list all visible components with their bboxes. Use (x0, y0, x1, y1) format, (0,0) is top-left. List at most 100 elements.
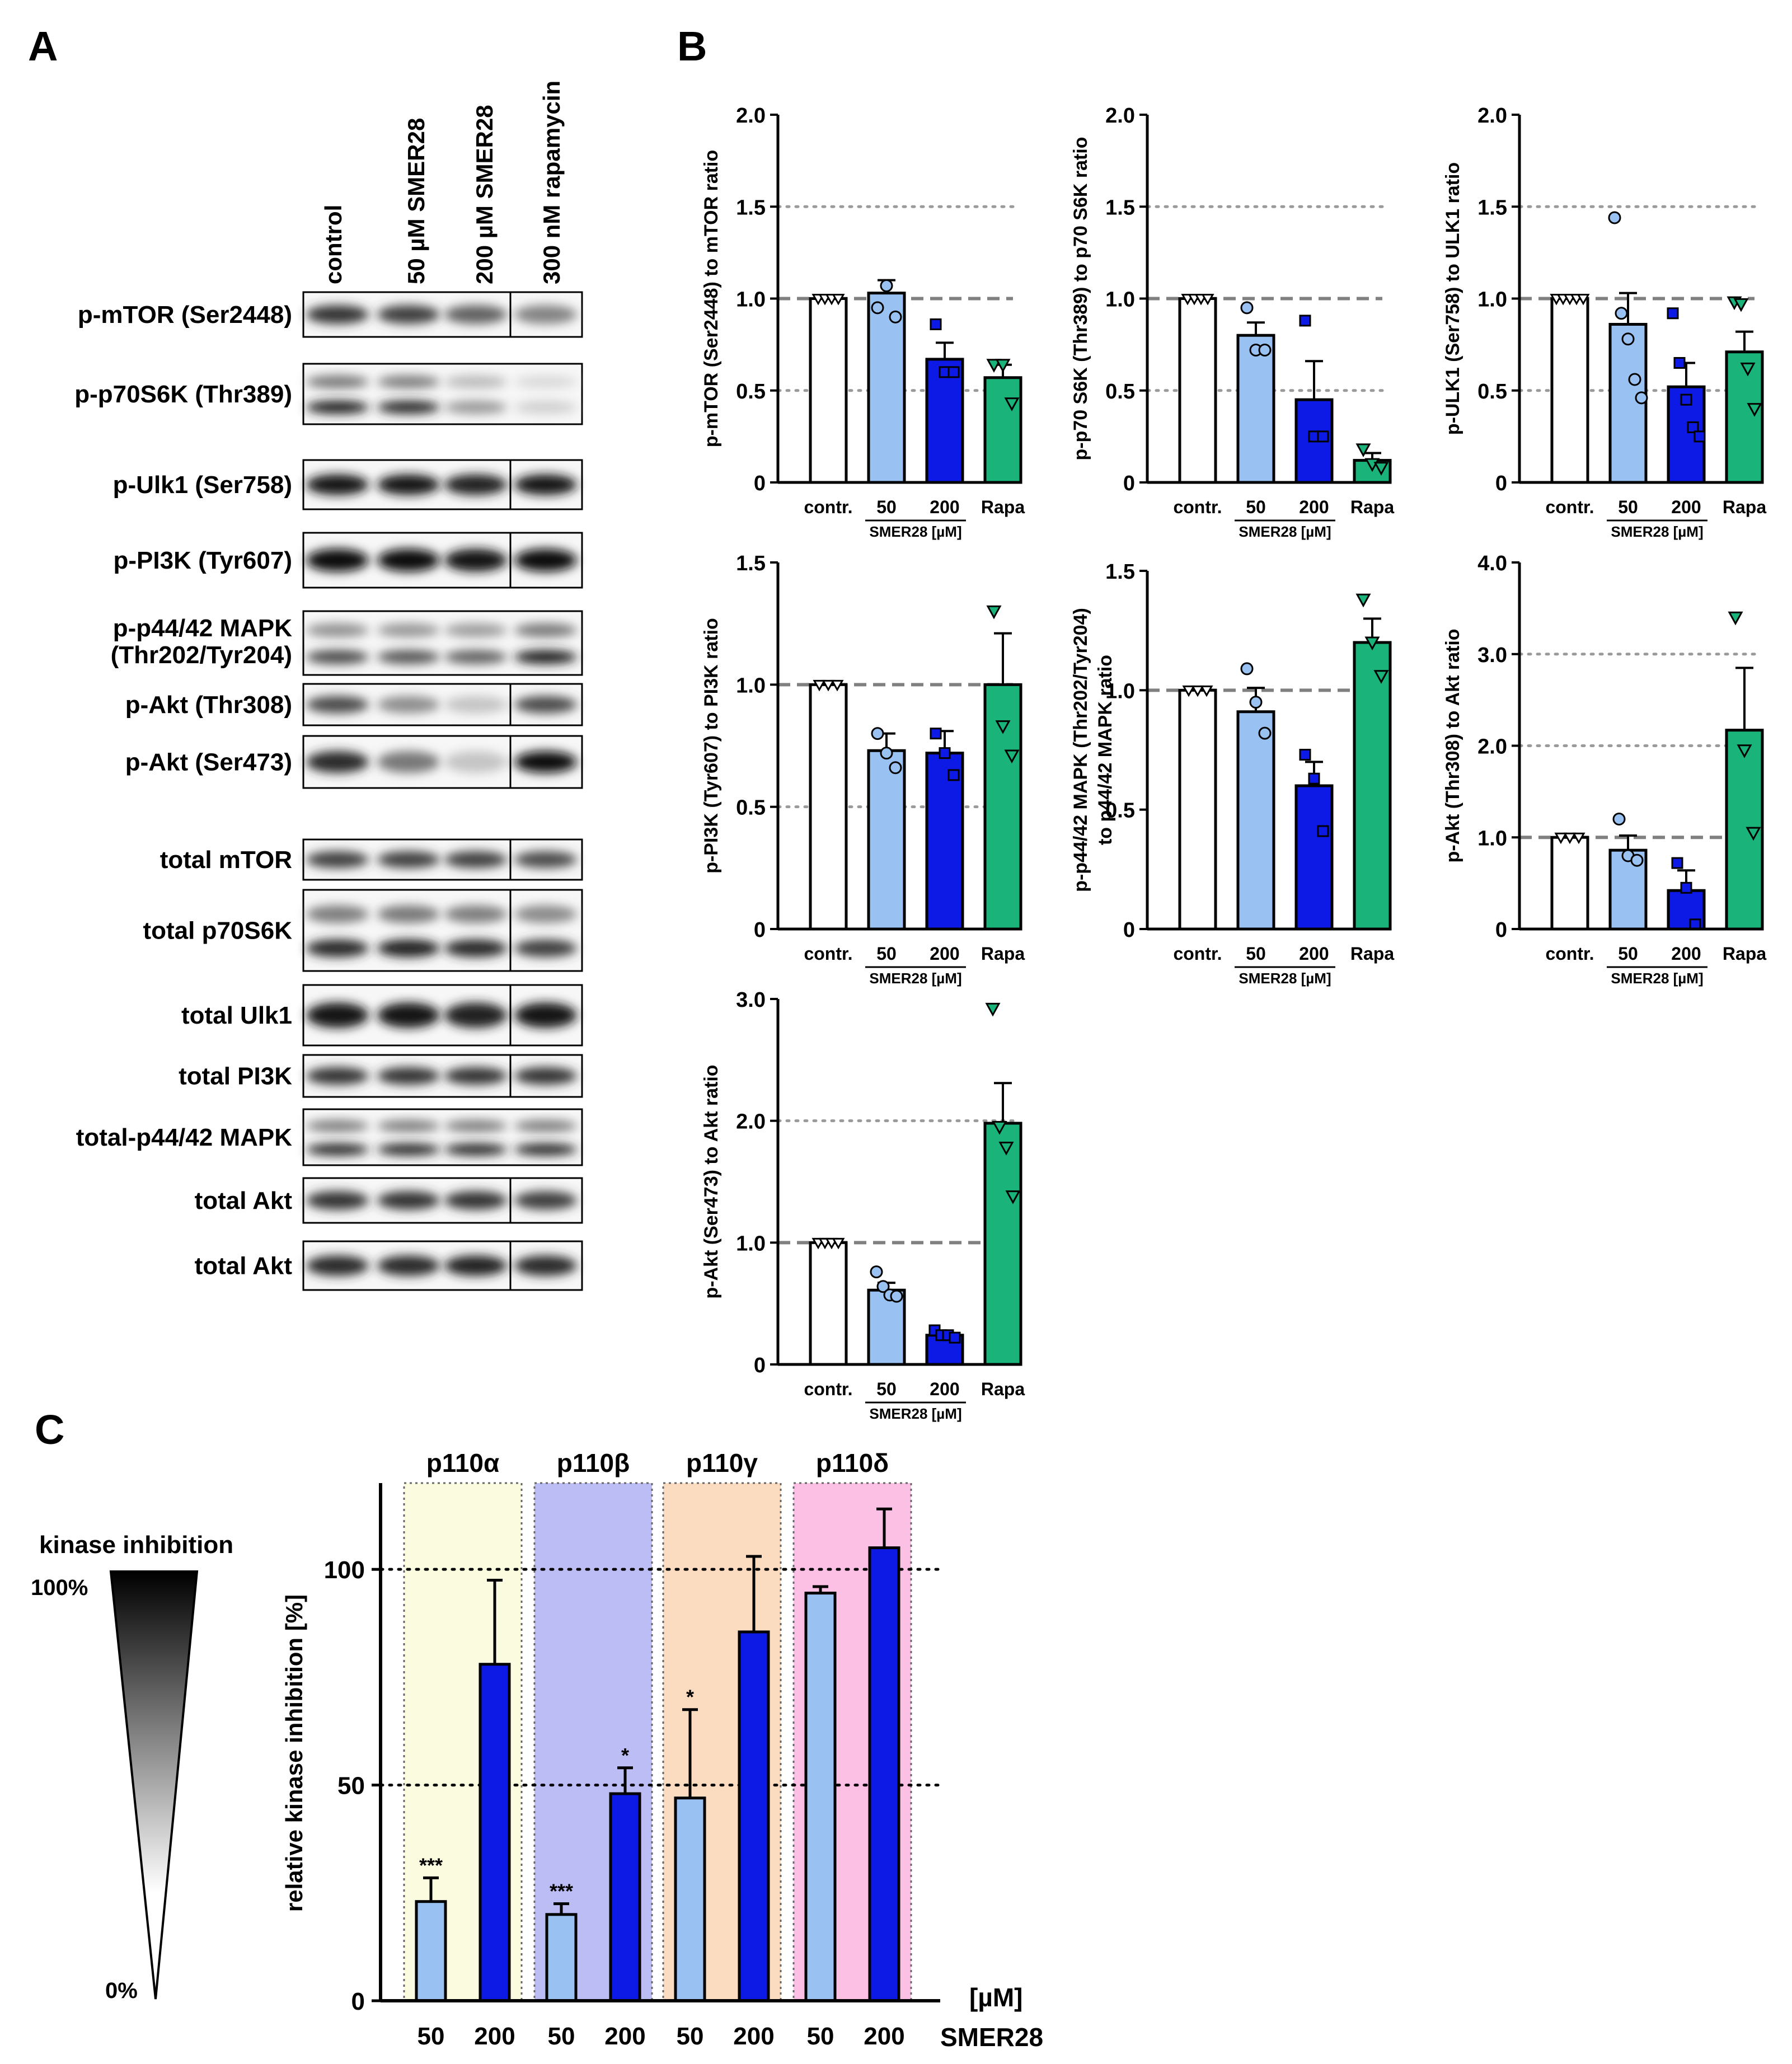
y-tick-label: 2.0 (1105, 104, 1135, 128)
blot-band (306, 1120, 369, 1132)
blot-band (514, 1143, 577, 1156)
kinase-scale-top-label: 100% (31, 1575, 88, 1600)
x-tick-label: 200 (930, 1379, 959, 1399)
blot-band (514, 548, 577, 572)
blot-strip (302, 363, 583, 425)
blot-band (514, 1120, 577, 1132)
group-label: SMER28 [µM] (1611, 523, 1703, 540)
blot-band (514, 1002, 577, 1028)
x-tick-label: 50 (417, 2023, 445, 2050)
data-point (1612, 813, 1626, 825)
blot-band (444, 696, 507, 714)
y-tick-label: 2.0 (1477, 104, 1507, 128)
y-tick-label: 0.5 (1105, 799, 1135, 823)
data-point (876, 1280, 890, 1293)
data-point (1373, 462, 1389, 476)
bar (809, 683, 848, 931)
x-tick-label: contr. (1545, 944, 1594, 964)
blot-band (444, 474, 507, 495)
data-point (871, 727, 884, 740)
data-point (880, 279, 893, 293)
x-tick-label: Rapa (1723, 944, 1766, 964)
group-title: p110α (426, 1448, 500, 1477)
blot-band (444, 650, 507, 664)
data-point (1355, 593, 1371, 608)
blot-band (377, 1191, 440, 1210)
blot-band (444, 939, 507, 958)
data-point (1554, 832, 1568, 845)
x-tick-label: 200 (1671, 497, 1701, 517)
kinase-scale-title: kinase inhibition (39, 1531, 233, 1559)
x-tick-label: contr. (1545, 497, 1594, 517)
y-tick-label: 0 (754, 918, 766, 942)
blot-band (444, 1120, 507, 1132)
data-point (998, 1142, 1014, 1156)
x-tick-label: Rapa (1350, 497, 1394, 517)
lane-label: 50 µM SMER28 (403, 118, 429, 284)
blot-band (377, 400, 440, 414)
data-point (1005, 1190, 1021, 1204)
significance-label: * (621, 1744, 629, 1767)
blot-band (306, 851, 369, 869)
blot-band (444, 905, 507, 923)
blot-band (377, 305, 440, 324)
y-tick-label: 1.5 (1105, 560, 1135, 584)
bar (867, 749, 906, 931)
blot-strip (302, 1108, 583, 1166)
bar (925, 358, 964, 484)
band-label: total PI3K (179, 1063, 292, 1090)
blot-band (306, 939, 369, 958)
x-tick-label: Rapa (1723, 497, 1766, 517)
y-axis-label: p-Akt (Thr308) to Akt ratio (1442, 628, 1463, 862)
data-point (1200, 685, 1213, 697)
data-point (832, 294, 845, 306)
group-label: SMER28 [µM] (1239, 523, 1331, 540)
y-axis-label: to p44/42 MAPK ratio (1095, 655, 1116, 845)
data-point (1615, 307, 1628, 320)
x-tick-label: contr. (1173, 497, 1222, 517)
y-tick-label: 0 (1123, 472, 1135, 495)
x-tick-label: 50 (1246, 944, 1266, 964)
data-point (1746, 827, 1761, 841)
x-tick-label: 50 (1618, 944, 1638, 964)
band-label: total mTOR (160, 846, 292, 874)
data-point (947, 366, 960, 378)
blot-band (306, 1067, 369, 1085)
band-label: p-Akt (Ser473) (125, 749, 292, 776)
data-point (1258, 343, 1272, 356)
blot-frame (302, 889, 583, 972)
blot-band (377, 548, 440, 572)
blot-band (306, 905, 369, 923)
data-point (1004, 397, 1020, 411)
y-tick-label: 1.0 (1477, 827, 1507, 850)
blot-strip (302, 838, 583, 881)
blot-frame (302, 363, 583, 425)
band-label: p-Ulk1 (Ser758) (113, 471, 292, 499)
bar (1178, 297, 1217, 484)
bar (809, 297, 848, 484)
x-tick-label: 200 (733, 2023, 774, 2050)
x-tick-label: contr. (1173, 944, 1222, 964)
x-tick-label: Rapa (981, 1379, 1025, 1399)
band-label: p-Akt (Thr308) (125, 691, 292, 719)
x-tick-label: Rapa (981, 497, 1025, 517)
y-tick-label: 1.5 (736, 196, 766, 219)
data-point (1740, 362, 1756, 377)
panel-label-b: B (677, 23, 707, 69)
x-tick-label: contr. (804, 944, 852, 964)
data-point (930, 318, 942, 330)
panel-label-a: A (28, 23, 58, 69)
bar (983, 1122, 1022, 1366)
blot-band (377, 375, 440, 389)
blot-band (306, 375, 369, 389)
data-point (1680, 881, 1692, 894)
data-point (890, 1289, 903, 1303)
blot-band (444, 305, 507, 324)
data-point (1563, 832, 1577, 845)
blot-band (306, 1002, 369, 1028)
data-point (871, 301, 884, 315)
y-axis-label: p-PI3K (Tyr607) to PI3K ratio (701, 618, 722, 874)
blot-band (444, 623, 507, 637)
data-point (1687, 421, 1699, 433)
data-point (1577, 294, 1590, 306)
